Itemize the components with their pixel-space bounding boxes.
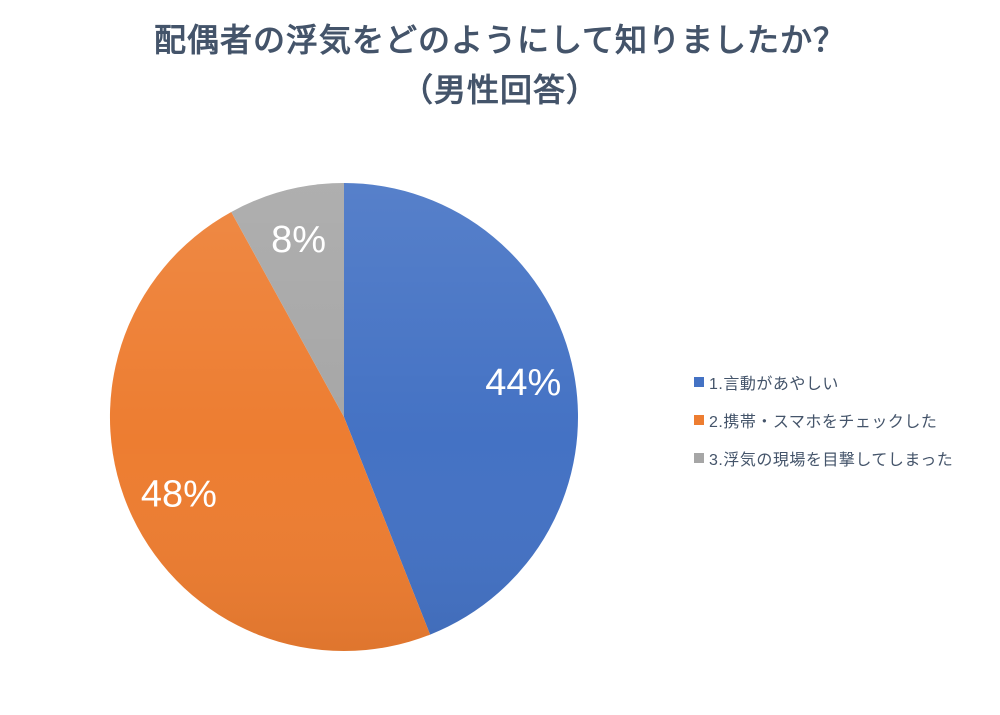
chart-title: 配偶者の浮気をどのようにして知りましたか？ （男性回答）	[0, 15, 1000, 115]
legend-swatch-icon-1	[694, 377, 704, 387]
legend-swatch-icon-3	[694, 453, 704, 463]
legend-item-label-3: 3.浮気の現場を目撃してしまった	[709, 452, 954, 469]
legend-item-label-1: 1.言動があやしい	[709, 376, 839, 393]
pie-slice-label-3: 8%	[271, 219, 326, 261]
legend-swatch-icon-2	[694, 415, 704, 425]
legend: 1.言動があやしい 2.携帯・スマホをチェックした 3.浮気の現場を目撃してしま…	[694, 363, 953, 477]
pie-slice-label-2: 48%	[141, 474, 217, 516]
legend-item-3: 3.浮気の現場を目撃してしまった	[694, 439, 953, 477]
pie-gradient-overlay	[110, 183, 578, 651]
legend-item-label-2: 2.携帯・スマホをチェックした	[709, 414, 938, 431]
legend-item-1: 1.言動があやしい	[694, 363, 953, 401]
pie-slice-label-1: 44%	[485, 362, 561, 404]
pie-slice-labels: 44% 48% 8%	[141, 219, 561, 516]
legend-item-2: 2.携帯・スマホをチェックした	[694, 401, 953, 439]
chart-title-line1: 配偶者の浮気をどのようにして知りましたか？	[153, 22, 847, 58]
chart-title-line2: （男性回答）	[400, 72, 599, 108]
